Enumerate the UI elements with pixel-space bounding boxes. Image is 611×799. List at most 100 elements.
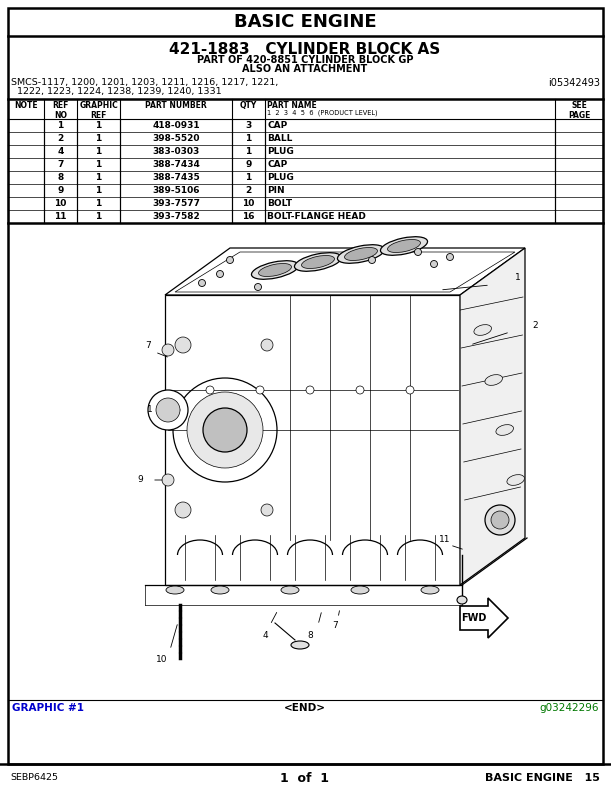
Text: 418-0931: 418-0931	[152, 121, 200, 130]
Circle shape	[414, 248, 422, 256]
Bar	[8, 171, 603, 184]
Text: 1: 1	[246, 173, 252, 182]
Text: 389-5106: 389-5106	[152, 186, 200, 195]
Text: 10: 10	[156, 655, 168, 665]
Text: 1: 1	[147, 406, 153, 415]
Circle shape	[162, 474, 174, 486]
Text: PART OF 420-8851 CYLINDER BLOCK GP: PART OF 420-8851 CYLINDER BLOCK GP	[197, 55, 413, 65]
Text: 1: 1	[95, 212, 101, 221]
Text: FWD: FWD	[461, 613, 487, 623]
Text: 1: 1	[95, 160, 101, 169]
Text: BOLT-FLANGE HEAD: BOLT-FLANGE HEAD	[267, 212, 366, 221]
Circle shape	[187, 392, 263, 468]
Text: 398-5520: 398-5520	[152, 134, 200, 143]
Text: BASIC ENGINE   15: BASIC ENGINE 15	[485, 773, 600, 783]
Text: REF
NO: REF NO	[53, 101, 68, 121]
Polygon shape	[460, 248, 525, 585]
Text: 1: 1	[57, 121, 64, 130]
Text: PART NAME: PART NAME	[267, 101, 316, 110]
Text: 7: 7	[145, 340, 151, 349]
Circle shape	[173, 378, 277, 482]
Circle shape	[491, 511, 509, 529]
Text: g03242296: g03242296	[540, 703, 599, 713]
Bar	[8, 197, 603, 210]
Circle shape	[162, 344, 174, 356]
Text: 1: 1	[246, 147, 252, 156]
Text: 1: 1	[95, 199, 101, 208]
Ellipse shape	[281, 586, 299, 594]
Circle shape	[156, 398, 180, 422]
Circle shape	[175, 337, 191, 353]
Text: 393-7582: 393-7582	[152, 212, 200, 221]
Text: 8: 8	[57, 173, 64, 182]
Circle shape	[227, 256, 233, 264]
Text: 9: 9	[137, 475, 143, 484]
Text: 393-7577: 393-7577	[152, 199, 200, 208]
Circle shape	[199, 280, 205, 287]
Text: 11: 11	[54, 212, 67, 221]
Text: CAP: CAP	[267, 121, 287, 130]
Circle shape	[368, 256, 376, 264]
Ellipse shape	[421, 586, 439, 594]
Ellipse shape	[507, 475, 524, 485]
Text: 1: 1	[95, 121, 101, 130]
Text: <END>: <END>	[284, 703, 326, 713]
Text: PLUG: PLUG	[267, 173, 294, 182]
Text: 388-7435: 388-7435	[152, 173, 200, 182]
Ellipse shape	[457, 596, 467, 604]
Polygon shape	[165, 295, 460, 585]
Text: CAP: CAP	[267, 160, 287, 169]
Text: GRAPHIC #1: GRAPHIC #1	[12, 703, 84, 713]
Text: 7: 7	[57, 160, 64, 169]
Circle shape	[356, 386, 364, 394]
Text: 10: 10	[243, 199, 255, 208]
Text: NOTE: NOTE	[14, 101, 38, 110]
Text: 1  of  1: 1 of 1	[280, 772, 329, 785]
Ellipse shape	[381, 237, 428, 256]
Text: 2: 2	[57, 134, 64, 143]
Circle shape	[203, 408, 247, 452]
Ellipse shape	[258, 264, 291, 276]
Text: 383-0303: 383-0303	[152, 147, 200, 156]
Ellipse shape	[345, 248, 378, 260]
Text: GRAPHIC
REF: GRAPHIC REF	[79, 101, 118, 121]
Circle shape	[216, 271, 224, 277]
Text: 8: 8	[307, 630, 313, 639]
Circle shape	[261, 339, 273, 351]
Text: 11: 11	[439, 535, 451, 544]
Text: 4: 4	[262, 630, 268, 639]
Ellipse shape	[166, 586, 184, 594]
Ellipse shape	[291, 641, 309, 649]
Text: PART NUMBER: PART NUMBER	[145, 101, 207, 110]
Text: 3: 3	[246, 121, 252, 130]
Circle shape	[148, 390, 188, 430]
Ellipse shape	[252, 260, 299, 280]
Ellipse shape	[496, 424, 513, 435]
Text: BASIC ENGINE: BASIC ENGINE	[233, 13, 376, 31]
Text: PIN: PIN	[267, 186, 285, 195]
Circle shape	[447, 253, 453, 260]
Text: 1222, 1223, 1224, 1238, 1239, 1240, 1331: 1222, 1223, 1224, 1238, 1239, 1240, 1331	[11, 87, 222, 96]
Text: 9: 9	[245, 160, 252, 169]
Text: 4: 4	[57, 147, 64, 156]
Circle shape	[255, 284, 262, 291]
Circle shape	[206, 386, 214, 394]
Bar	[8, 210, 603, 223]
Ellipse shape	[337, 244, 384, 264]
Text: 1: 1	[95, 134, 101, 143]
Text: PLUG: PLUG	[267, 147, 294, 156]
Text: 9: 9	[57, 186, 64, 195]
Text: BALL: BALL	[267, 134, 293, 143]
Circle shape	[431, 260, 437, 268]
Text: SMCS-1117, 1200, 1201, 1203, 1211, 1216, 1217, 1221,: SMCS-1117, 1200, 1201, 1203, 1211, 1216,…	[11, 78, 278, 87]
Text: ALSO AN ATTACHMENT: ALSO AN ATTACHMENT	[243, 64, 368, 74]
Text: 1: 1	[95, 186, 101, 195]
Bar	[8, 119, 603, 132]
Ellipse shape	[485, 375, 502, 385]
Text: QTY: QTY	[240, 101, 257, 110]
Text: 1: 1	[95, 173, 101, 182]
Ellipse shape	[211, 586, 229, 594]
Text: 1: 1	[246, 134, 252, 143]
Ellipse shape	[301, 256, 334, 268]
Text: 421-1883   CYLINDER BLOCK AS: 421-1883 CYLINDER BLOCK AS	[169, 42, 441, 57]
